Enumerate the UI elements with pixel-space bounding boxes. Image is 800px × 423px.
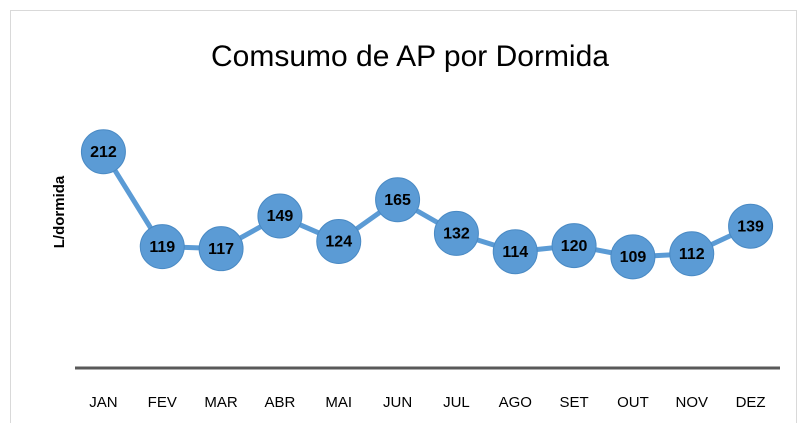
x-tick-label: DEZ bbox=[736, 394, 766, 411]
data-label: 114 bbox=[502, 244, 528, 261]
data-point bbox=[375, 177, 421, 223]
data-point bbox=[551, 223, 597, 269]
data-point bbox=[198, 226, 244, 272]
data-label: 120 bbox=[561, 238, 588, 255]
data-label: 109 bbox=[620, 249, 647, 266]
x-tick-label: SET bbox=[559, 394, 588, 411]
data-label: 119 bbox=[149, 239, 175, 256]
data-label: 212 bbox=[90, 144, 117, 161]
data-point bbox=[80, 129, 126, 175]
data-point bbox=[728, 203, 774, 249]
x-tick-label: MAI bbox=[325, 394, 352, 411]
data-point bbox=[139, 224, 185, 270]
data-point bbox=[669, 231, 715, 277]
data-label: 132 bbox=[443, 226, 470, 243]
x-tick-label: FEV bbox=[148, 394, 177, 411]
data-label: 124 bbox=[325, 234, 352, 251]
data-label: 139 bbox=[737, 218, 764, 235]
x-tick-label: JUN bbox=[383, 394, 412, 411]
data-point bbox=[610, 234, 656, 280]
x-tick-label: JUL bbox=[443, 394, 470, 411]
x-tick-label: MAR bbox=[204, 394, 238, 411]
x-tick-label: ABR bbox=[264, 394, 295, 411]
data-label: 117 bbox=[208, 241, 234, 258]
x-tick-label: OUT bbox=[617, 394, 649, 411]
chart-title: Comsumo de AP por Dormida bbox=[211, 40, 609, 73]
data-label: 112 bbox=[679, 246, 705, 263]
data-label: 149 bbox=[267, 208, 294, 225]
data-point bbox=[433, 210, 479, 256]
data-point bbox=[316, 219, 362, 265]
x-tick-label: NOV bbox=[675, 394, 708, 411]
data-point bbox=[257, 193, 303, 239]
x-tick-label: JAN bbox=[89, 394, 117, 411]
x-tick-label: AGO bbox=[499, 394, 532, 411]
data-label: 165 bbox=[384, 192, 411, 209]
data-point bbox=[492, 229, 538, 275]
y-axis-label: L/dormida bbox=[51, 175, 68, 248]
